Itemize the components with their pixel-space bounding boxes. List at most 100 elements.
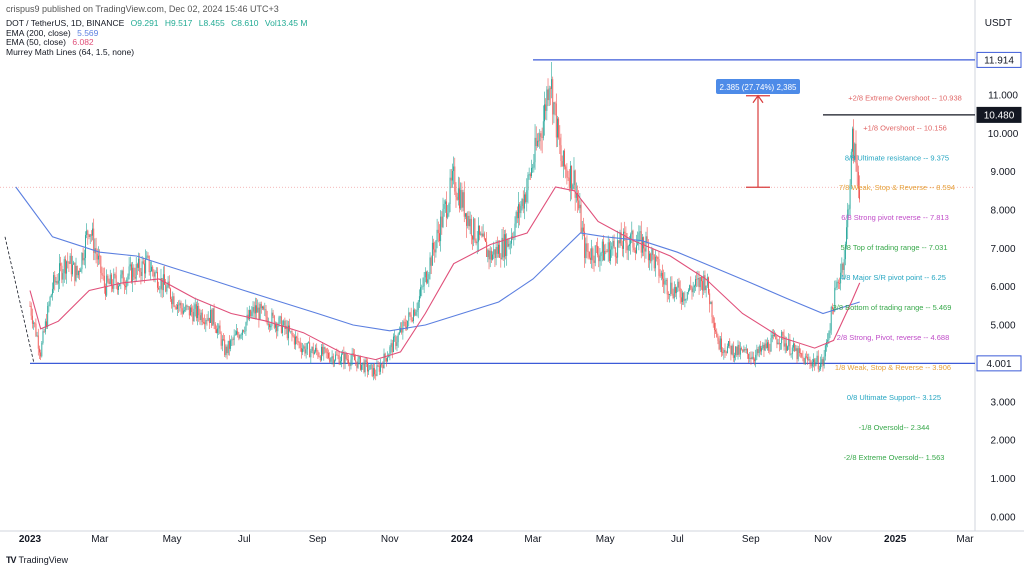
candle-body (410, 314, 412, 321)
candle-body (646, 236, 648, 243)
candle-body (516, 211, 518, 219)
candle-body (600, 252, 602, 256)
candle-body (677, 281, 679, 288)
candle-body (601, 241, 603, 253)
candle-body (541, 136, 543, 138)
candle-body (263, 306, 265, 310)
candle-body (657, 256, 659, 260)
candle-body (475, 240, 477, 244)
candle-body (325, 348, 327, 353)
candle-body (607, 242, 609, 252)
candle-body (771, 335, 773, 339)
candle-body (218, 325, 220, 329)
candle-body (678, 281, 680, 288)
candle-body (841, 263, 843, 273)
candle-body (193, 308, 195, 322)
candle-body (660, 272, 662, 277)
candle-body (180, 302, 182, 309)
candle-body (434, 249, 436, 253)
x-tick-label: Nov (814, 534, 832, 545)
candle-body (652, 249, 654, 255)
candle-body (776, 339, 778, 345)
candle-body (400, 328, 401, 332)
candle-body (431, 242, 433, 266)
candle-body (107, 275, 109, 282)
legend-close-key: C (231, 18, 238, 28)
candle-body (645, 236, 647, 252)
candle-body (339, 361, 341, 365)
candle-body (778, 342, 780, 345)
candle-body (528, 174, 530, 175)
candle-body (355, 360, 357, 362)
candle-body (306, 342, 308, 350)
candle-body (63, 259, 65, 274)
candle-body (203, 322, 204, 323)
candle-body (846, 227, 848, 245)
x-tick-label: 2023 (19, 534, 42, 545)
candle-body (308, 342, 309, 344)
candle-body (81, 253, 83, 270)
candle-body (258, 307, 260, 320)
candle-body (64, 259, 66, 274)
candle-body (763, 344, 765, 351)
candle-body (746, 349, 748, 354)
candle-body (208, 317, 210, 323)
candle-body (40, 352, 42, 357)
candle-body (430, 257, 432, 266)
candle-body (324, 347, 326, 349)
candle-body (254, 305, 256, 314)
y-tick-label: 0.000 (990, 512, 1015, 523)
candle-body (815, 361, 817, 366)
candle-body (200, 312, 202, 321)
candle-body (672, 293, 674, 299)
x-tick-label: Mar (91, 534, 109, 545)
candle-body (506, 238, 508, 256)
candle-body (331, 356, 333, 359)
tradingview-footer[interactable]: TV TradingView (6, 555, 68, 565)
candle-body (357, 358, 359, 368)
murrey-label: +1/8 Overshoot -- 10.156 (863, 123, 947, 132)
candle-body (680, 297, 682, 302)
candle-body (387, 357, 388, 362)
candle-body (729, 341, 731, 346)
candle-body (795, 348, 797, 351)
candle-body (551, 79, 553, 89)
x-tick-label: 2024 (451, 534, 474, 545)
candle-body (175, 306, 177, 309)
candle-body (446, 201, 447, 218)
candle-body (594, 245, 596, 263)
y-tick-label: 6.000 (990, 282, 1015, 293)
candle-body (664, 280, 666, 285)
legend-murrey-row[interactable]: Murrey Math Lines (64, 1.5, none) (6, 47, 307, 58)
candle-body (697, 277, 699, 280)
candle-body (769, 350, 771, 352)
candle-body (437, 229, 439, 234)
candle-body (581, 227, 583, 233)
y-tick-label: 11.000 (988, 90, 1018, 101)
candle-body (711, 301, 713, 318)
legend-ema200-row[interactable]: EMA (200, close) 5.569 (6, 28, 307, 39)
legend-symbol[interactable]: DOT / TetherUS, 1D, BINANCE (6, 18, 125, 28)
candle-body (383, 353, 385, 369)
candle-body (290, 330, 292, 332)
candle-body (741, 348, 742, 350)
candle-body (716, 331, 718, 338)
candle-body (234, 334, 236, 336)
candle-body (310, 350, 312, 358)
candle-body (457, 188, 459, 200)
candle-body (173, 296, 175, 307)
candle-body (359, 356, 361, 370)
candle-body (424, 271, 426, 278)
candle-body (136, 264, 138, 268)
candle-body (407, 320, 409, 329)
candle-body (128, 266, 130, 276)
candle-body (587, 251, 589, 253)
candle-body (102, 275, 104, 276)
legend-ema50-row[interactable]: EMA (50, close) 6.082 (6, 37, 307, 48)
candle-body (227, 340, 229, 354)
candle-body (507, 238, 509, 247)
candle-body (376, 365, 378, 376)
candle-body (282, 325, 283, 333)
candle-body (87, 230, 89, 235)
